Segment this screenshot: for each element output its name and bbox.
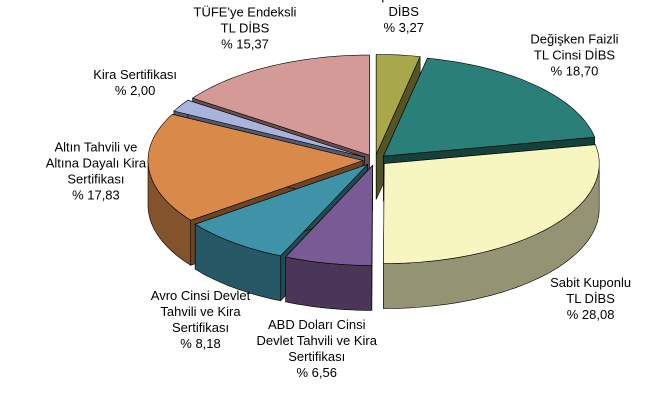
value-label: % 6,56 — [297, 365, 337, 380]
value-label: % 2,00 — [115, 83, 155, 98]
slice-top — [383, 57, 596, 157]
slice-label: Altın Tahvili ve — [54, 139, 137, 154]
value-label: % 17,83 — [72, 187, 120, 202]
slice-label: DİBS — [389, 4, 420, 19]
slice-label: Tahvili ve Kira — [160, 304, 241, 319]
slice-label: Devlet Tahvili ve Kira — [257, 333, 378, 348]
slice-label: ABD Doları Cinsi — [268, 317, 366, 332]
slice-label: Sertifikası — [288, 349, 345, 364]
slice-label: Kuponsuz TL — [366, 0, 442, 3]
slice — [285, 164, 373, 311]
slice-label: Altına Dayalı Kira — [46, 155, 147, 170]
slice-top — [173, 99, 365, 158]
slice-top — [147, 113, 365, 221]
value-label: % 3,27 — [383, 20, 423, 35]
slice-label: TL DİBS — [566, 291, 615, 306]
slice-label: Sertifikası — [67, 171, 124, 186]
slice-label: Sertifikası — [172, 320, 229, 335]
slice-top — [194, 164, 368, 257]
slice-label: Sabit Kuponlu — [550, 275, 631, 290]
slice-top — [375, 54, 421, 155]
slice-label: Kira Sertifikası — [93, 67, 177, 82]
slice-top — [191, 54, 370, 156]
slice-top — [285, 164, 373, 266]
slice-label: TL DİBS — [221, 20, 270, 35]
slice-label: TÜFE'ye Endeksli — [194, 4, 297, 19]
value-label: % 18,70 — [551, 64, 599, 79]
slice-label: Avro Cinsi Devlet — [151, 288, 251, 303]
value-label: % 15,37 — [221, 36, 269, 51]
value-label: % 8,18 — [180, 336, 220, 351]
slice — [383, 144, 600, 309]
slice-label: Değişken Faizli — [530, 32, 618, 47]
value-label: % 28,08 — [567, 307, 615, 322]
slice-top — [383, 144, 600, 264]
slice-label: TL Cinsi DİBS — [534, 48, 615, 63]
